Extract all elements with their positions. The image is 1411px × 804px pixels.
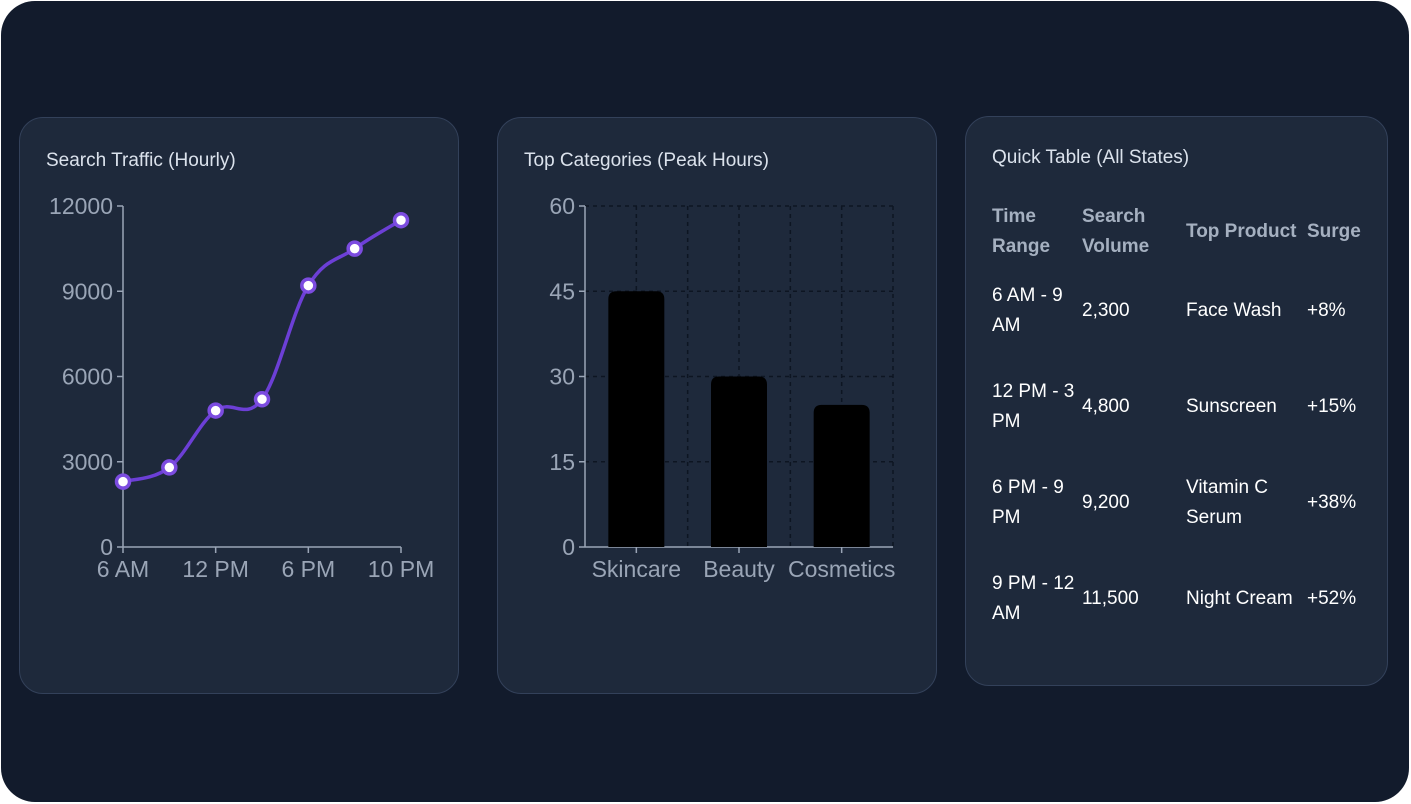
header-top-product: Top Product bbox=[1186, 221, 1297, 242]
traffic-data-point bbox=[392, 211, 410, 229]
quick-table-title: Quick Table (All States) bbox=[992, 147, 1190, 168]
table-row: 6 AM - 9 AM 2,300 Face Wash +8% bbox=[992, 263, 1367, 359]
header-time-range: Time Range bbox=[992, 206, 1051, 257]
y-tick-label: 9000 bbox=[62, 278, 113, 304]
traffic-data-point bbox=[346, 240, 363, 257]
cell-search-volume: 4,800 bbox=[1082, 396, 1130, 417]
cell-search-volume: 2,300 bbox=[1082, 300, 1130, 321]
traffic-data-point bbox=[207, 402, 224, 419]
y-tick-label: 0 bbox=[100, 534, 113, 560]
top-categories-bar-chart: 0 15 30 45 60 Skincare Beauty Cosmetics bbox=[549, 193, 895, 582]
y-tick-label: 12000 bbox=[49, 193, 113, 219]
top-categories-card: Top Categories (Peak Hours) 0 15 30 45 60 Ski… bbox=[497, 117, 937, 694]
cell-top-product: Vitamin C Serum bbox=[1186, 477, 1269, 528]
x-tick-label: Beauty bbox=[703, 556, 775, 582]
cell-surge: +52% bbox=[1307, 588, 1357, 609]
y-tick-label: 30 bbox=[549, 364, 575, 390]
traffic-data-point bbox=[253, 390, 271, 408]
y-tick-label: 6000 bbox=[62, 364, 113, 390]
quick-table-card: Quick Table (All States) Time Range Sear… bbox=[965, 116, 1388, 686]
top-categories-title: Top Categories (Peak Hours) bbox=[524, 150, 769, 171]
y-tick-label: 45 bbox=[549, 278, 575, 304]
bar-beauty bbox=[711, 376, 767, 547]
traffic-series-line bbox=[122, 218, 402, 484]
search-traffic-line-chart: 0 3000 6000 9000 12000 6 AM 12 PM 6 PM 10 PM bbox=[49, 193, 434, 582]
x-tick-label: 6 PM bbox=[281, 556, 335, 582]
header-surge: Surge bbox=[1307, 221, 1361, 242]
y-tick-label: 0 bbox=[562, 534, 575, 560]
x-tick-label: 6 AM bbox=[97, 556, 149, 582]
traffic-data-point bbox=[114, 473, 132, 490]
cell-time-range: 6 PM - 9 PM bbox=[992, 477, 1064, 528]
cell-time-range: 12 PM - 3 PM bbox=[992, 381, 1075, 432]
y-tick-label: 60 bbox=[549, 193, 575, 219]
x-tick-label: Skincare bbox=[592, 556, 681, 582]
cell-surge: +38% bbox=[1307, 492, 1357, 513]
bar-skincare bbox=[608, 291, 665, 547]
cell-time-range: 6 AM - 9 AM bbox=[992, 285, 1063, 336]
traffic-data-point bbox=[161, 459, 178, 476]
quick-table: Time Range Search Volume Top Product Sur… bbox=[992, 201, 1367, 647]
cell-top-product: Sunscreen bbox=[1186, 396, 1277, 417]
x-tick-label: 12 PM bbox=[182, 556, 248, 582]
cell-surge: +15% bbox=[1307, 396, 1357, 417]
bar-cosmetics bbox=[813, 404, 870, 547]
x-tick-label: Cosmetics bbox=[788, 556, 895, 582]
table-header-row: Time Range Search Volume Top Product Sur… bbox=[992, 201, 1367, 263]
cell-top-product: Night Cream bbox=[1186, 588, 1293, 609]
search-traffic-title: Search Traffic (Hourly) bbox=[46, 150, 236, 171]
header-search-volume: Search Volume bbox=[1082, 206, 1150, 257]
table-row: 6 PM - 9 PM 9,200 Vitamin C Serum +38% bbox=[992, 455, 1367, 551]
x-tick-label: 10 PM bbox=[368, 556, 434, 582]
cell-search-volume: 11,500 bbox=[1082, 588, 1139, 609]
table-row: 9 PM - 12 AM 11,500 Night Cream +52% bbox=[992, 551, 1367, 647]
search-traffic-card: Search Traffic (Hourly) 0 3000 6000 9000 120… bbox=[19, 117, 459, 694]
y-tick-label: 15 bbox=[549, 449, 575, 475]
y-tick-label: 3000 bbox=[62, 449, 113, 475]
cell-top-product: Face Wash bbox=[1186, 300, 1282, 321]
table-row: 12 PM - 3 PM 4,800 Sunscreen +15% bbox=[992, 359, 1367, 455]
cell-search-volume: 9,200 bbox=[1082, 492, 1130, 513]
cell-surge: +8% bbox=[1307, 300, 1346, 321]
cell-time-range: 9 PM - 12 AM bbox=[992, 573, 1075, 624]
traffic-data-point bbox=[300, 277, 317, 294]
